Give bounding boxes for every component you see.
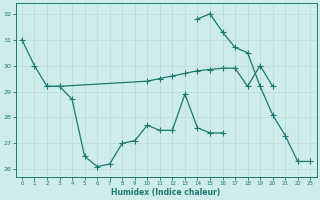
X-axis label: Humidex (Indice chaleur): Humidex (Indice chaleur) bbox=[111, 188, 221, 197]
